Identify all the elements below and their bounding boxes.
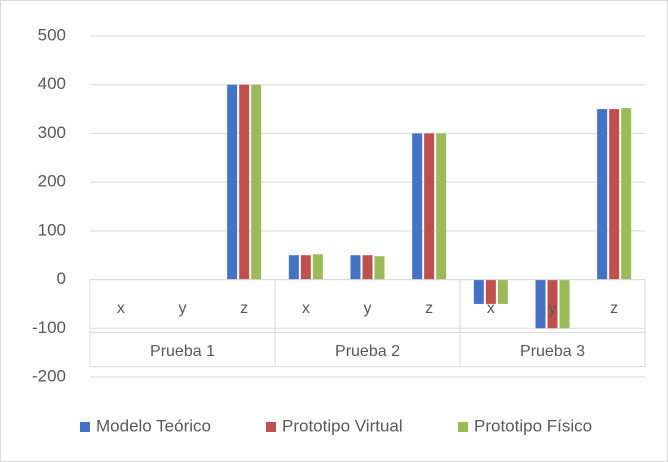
- bar: [547, 279, 558, 329]
- bar: [485, 279, 496, 304]
- bar: [609, 109, 620, 280]
- bar: [497, 279, 508, 304]
- x-tick-label: z: [240, 300, 248, 317]
- legend-swatch: [266, 422, 276, 432]
- bar: [436, 133, 447, 280]
- group-label: Prueba 1: [150, 343, 215, 360]
- bar: [559, 279, 570, 329]
- bar: [597, 109, 608, 280]
- y-tick-label: 0: [57, 269, 66, 288]
- bar: [288, 255, 299, 280]
- bar: [227, 84, 238, 280]
- bar: [473, 279, 484, 304]
- y-tick-label: 100: [38, 220, 66, 239]
- legend-label: Prototipo Físico: [474, 416, 592, 435]
- legend-swatch: [80, 422, 90, 432]
- x-tick-label: x: [302, 300, 310, 317]
- bar: [535, 279, 546, 329]
- y-tick-label: -200: [32, 366, 66, 385]
- y-tick-label: 300: [38, 123, 66, 142]
- x-tick-label: y: [549, 300, 557, 317]
- y-tick-label: 400: [38, 74, 66, 93]
- bar: [412, 133, 423, 280]
- legend-label: Modelo Teórico: [96, 416, 211, 435]
- bar: [312, 254, 323, 280]
- bar: [251, 84, 262, 280]
- x-tick-label: x: [117, 300, 125, 317]
- x-tick-label: z: [610, 300, 618, 317]
- x-tick-label: y: [364, 300, 372, 317]
- x-tick-label: y: [179, 300, 187, 317]
- x-tick-label: z: [425, 300, 433, 317]
- y-tick-label: -100: [32, 318, 66, 337]
- y-tick-label: 500: [38, 25, 66, 44]
- bar: [300, 255, 311, 280]
- y-tick-label: 200: [38, 172, 66, 191]
- group-label: Prueba 3: [520, 343, 585, 360]
- group-label: Prueba 2: [335, 343, 400, 360]
- bar: [239, 84, 250, 280]
- bar: [362, 255, 373, 280]
- legend-label: Prototipo Virtual: [282, 416, 403, 435]
- legend-swatch: [458, 422, 468, 432]
- bar: [424, 133, 435, 280]
- x-tick-label: x: [487, 300, 495, 317]
- bar: [621, 108, 632, 280]
- bar: [374, 256, 385, 280]
- bar: [350, 255, 361, 280]
